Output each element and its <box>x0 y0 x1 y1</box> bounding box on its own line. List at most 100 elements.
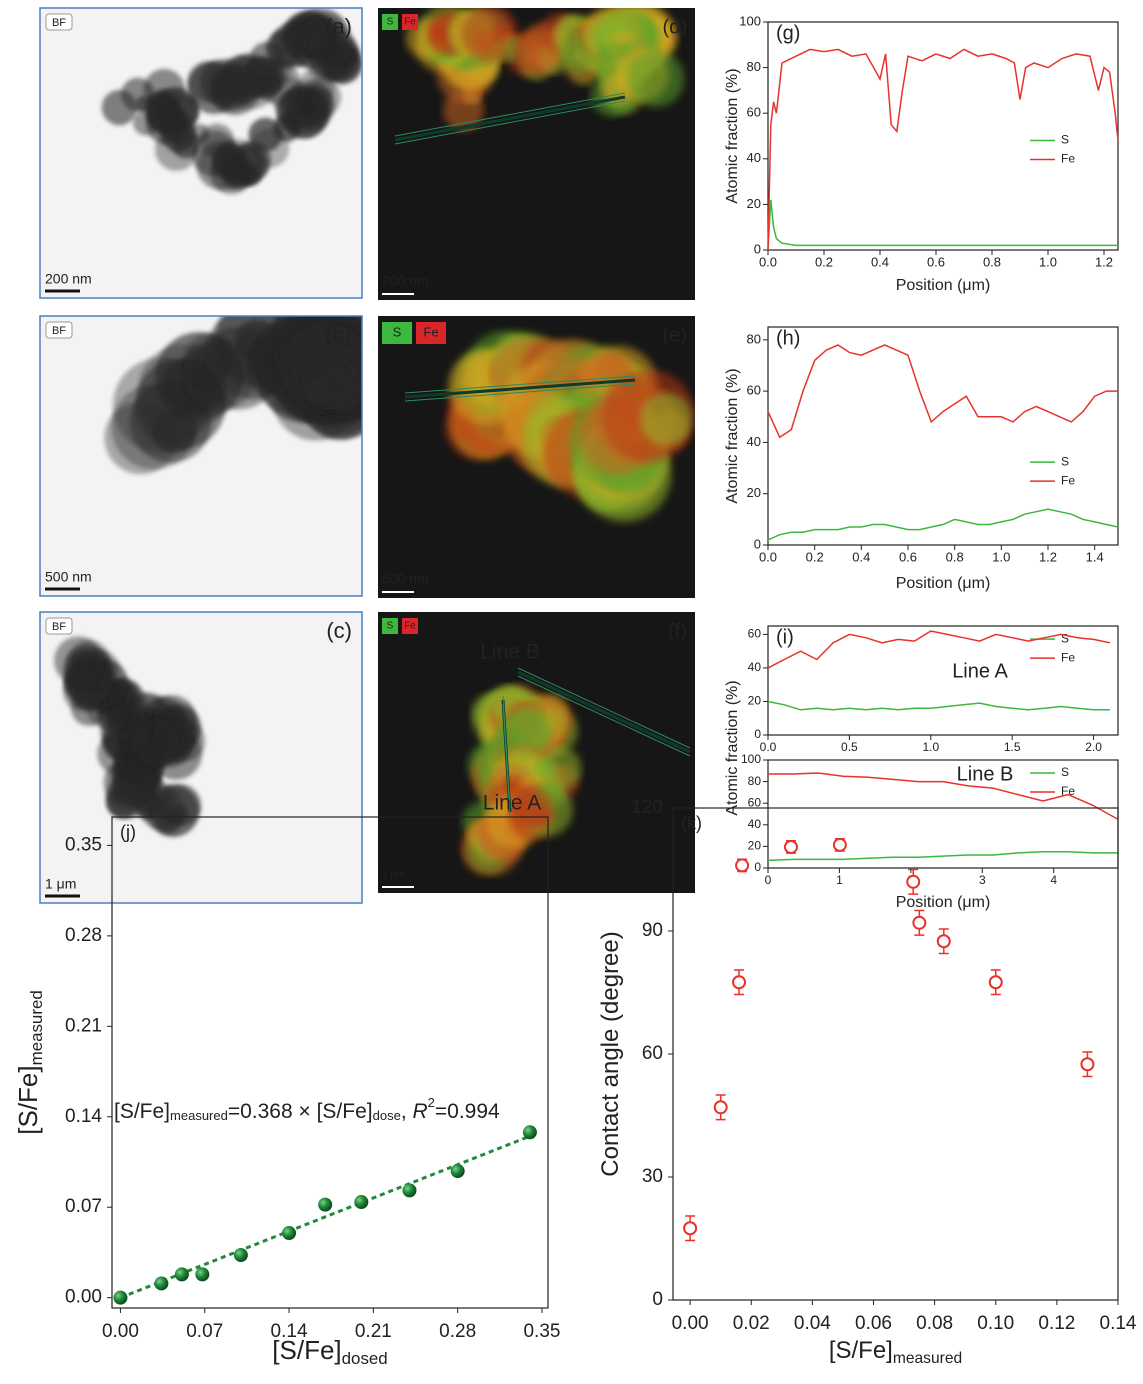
panel-label: (k) <box>681 813 702 833</box>
y-tick-label: 40 <box>747 150 761 165</box>
x-tick-label: 1 <box>836 873 843 887</box>
point <box>832 837 847 852</box>
x-tick-label: 0.0 <box>760 740 777 754</box>
ylabel-main: Atomic fraction (%) <box>724 68 741 203</box>
x-tick-label: 0.21 <box>355 1321 392 1342</box>
legend-label: S <box>1061 631 1069 645</box>
tem-particles <box>101 8 362 195</box>
x-tick-label: 0.06 <box>855 1313 892 1334</box>
xlabel-main: Position (μm) <box>896 894 991 911</box>
y-tick-label: 60 <box>748 627 762 641</box>
x-tick-label: 0.00 <box>102 1321 139 1342</box>
tem-particles <box>104 316 362 475</box>
xlabel-sub: dosed <box>342 1349 388 1368</box>
xlabel-title: [S/Fe]dosed <box>272 1335 387 1368</box>
panel-label: (c) <box>326 618 352 643</box>
line-series <box>768 772 1119 821</box>
x-tick-label: 0.6 <box>927 254 945 269</box>
point <box>936 934 951 949</box>
particle <box>627 50 685 107</box>
element-badge <box>382 14 398 30</box>
legend-label: Fe <box>1061 473 1075 487</box>
panel-label: (j) <box>120 822 136 842</box>
element-label: Fe <box>404 17 416 28</box>
mode-badge <box>45 617 73 635</box>
y-tick-label: 60 <box>642 1043 663 1064</box>
scan-line <box>517 675 691 757</box>
ylabel-title: Atomic fraction (%) <box>724 368 741 503</box>
x-tick-label: 0.35 <box>523 1321 560 1342</box>
xlabel-sub: measured <box>893 1350 962 1367</box>
panel-label: (f) <box>668 620 687 642</box>
xlabel-title: Position (μm) <box>896 277 991 294</box>
x-tick-label: 0.14 <box>271 1321 308 1342</box>
x-tick-label: 4 <box>1050 873 1057 887</box>
point <box>522 1125 537 1140</box>
legend-label: Fe <box>1061 784 1075 798</box>
scan-line <box>404 383 636 402</box>
point <box>354 1195 369 1210</box>
scan-line <box>517 670 691 754</box>
point <box>906 874 921 889</box>
line-series <box>767 508 1119 541</box>
fit-equation-part: measured <box>170 1108 228 1123</box>
x-tick-label: 0.04 <box>794 1313 831 1334</box>
plot-frame <box>111 816 549 1309</box>
xlabel-main: Position (μm) <box>896 277 991 294</box>
x-tick-label: 0.2 <box>806 549 824 564</box>
x-tick-label: 0.4 <box>852 549 870 564</box>
legend-label: S <box>1061 765 1069 779</box>
y-tick-label: 0.07 <box>65 1196 102 1217</box>
panel-label: (a) <box>325 14 352 39</box>
tem-particles <box>54 636 206 837</box>
x-tick-label: 1.0 <box>992 549 1010 564</box>
x-tick-label: 0.02 <box>733 1313 770 1334</box>
ylabel-title: [S/Fe]measured <box>13 990 46 1134</box>
xlabel-title: Position (μm) <box>896 894 991 911</box>
scalebar-label: 200 nm <box>45 271 92 287</box>
legend-label: S <box>1061 133 1069 147</box>
panel-label: (b) <box>325 322 352 347</box>
xlabel-main: Position (μm) <box>896 575 991 592</box>
x-tick-label: 1.4 <box>1086 549 1104 564</box>
element-label: S <box>393 324 402 339</box>
particle <box>54 636 103 685</box>
x-tick-label: 0.07 <box>186 1321 223 1342</box>
x-tick-label: 0.2 <box>815 254 833 269</box>
ylabel-main: Atomic fraction (%) <box>724 680 741 815</box>
line-series <box>767 199 1118 251</box>
panel-label: (h) <box>776 327 800 349</box>
scan-line <box>404 378 636 399</box>
point <box>402 1183 417 1198</box>
element-badge <box>416 322 446 344</box>
line-annotation: Line A <box>483 792 541 815</box>
fit-equation-part: R <box>412 1100 427 1123</box>
panel-label: (e) <box>663 324 687 346</box>
y-tick-label: 100 <box>739 13 761 28</box>
x-tick-label: 0.10 <box>977 1313 1014 1334</box>
point <box>113 1290 128 1305</box>
mode-label: BF <box>52 621 66 633</box>
x-tick-label: 0.8 <box>983 254 1001 269</box>
annotation: Line B <box>957 763 1014 785</box>
image-border <box>39 7 363 299</box>
mode-badge <box>45 13 73 31</box>
element-label: Fe <box>404 621 416 632</box>
y-tick-label: 20 <box>748 694 762 708</box>
x-tick-label: 1.2 <box>1039 549 1057 564</box>
y-tick-label: 100 <box>741 752 761 766</box>
scan-line <box>404 375 636 394</box>
annotation: Line A <box>952 660 1008 682</box>
fit-equation-part: 2 <box>428 1095 435 1110</box>
panel-label: (d) <box>663 16 687 38</box>
point <box>154 1276 169 1291</box>
scalebar-label: 500 nm <box>382 571 429 587</box>
x-tick-label: 0.0 <box>759 549 777 564</box>
point <box>174 1267 189 1282</box>
x-tick-label: 0 <box>765 873 772 887</box>
fit-equation-part: =0.994 <box>435 1100 500 1123</box>
x-tick-label: 0.08 <box>916 1313 953 1334</box>
x-tick-label: 0.8 <box>946 549 964 564</box>
y-tick-label: 0 <box>652 1289 663 1310</box>
point <box>282 1226 297 1241</box>
